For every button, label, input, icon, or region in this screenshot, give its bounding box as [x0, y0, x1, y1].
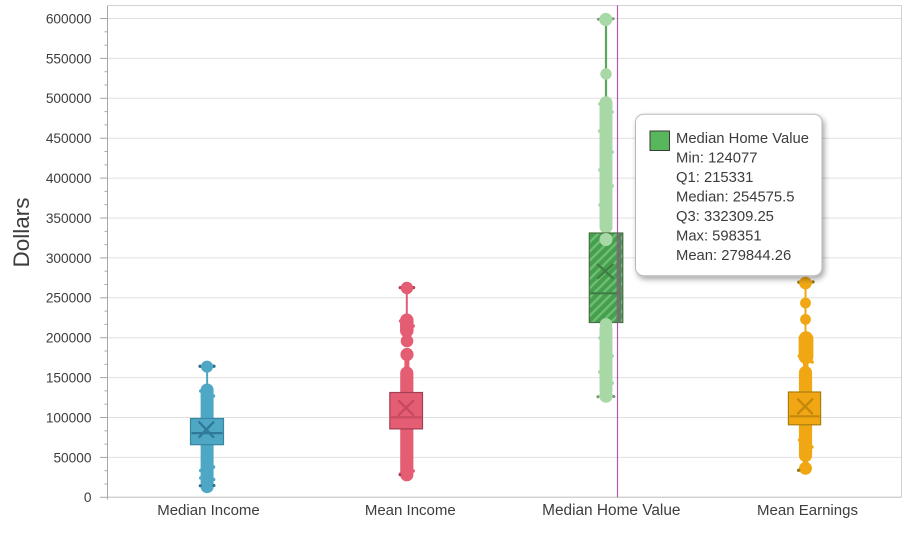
svg-text:550000: 550000 [46, 51, 92, 66]
svg-text:250000: 250000 [46, 291, 92, 306]
svg-text:350000: 350000 [46, 211, 92, 226]
svg-text:Q3: 332309.25: Q3: 332309.25 [676, 209, 774, 225]
svg-text:150000: 150000 [46, 371, 92, 386]
svg-text:0: 0 [84, 490, 92, 505]
svg-text:600000: 600000 [46, 11, 92, 26]
svg-text:Max: 598351: Max: 598351 [676, 228, 762, 244]
svg-text:Median: 254575.5: Median: 254575.5 [676, 189, 794, 205]
svg-text:Min: 124077: Min: 124077 [676, 150, 757, 166]
svg-text:Mean Income: Mean Income [365, 502, 456, 519]
svg-text:50000: 50000 [53, 450, 91, 465]
svg-text:Median Income: Median Income [157, 502, 260, 519]
svg-text:400000: 400000 [46, 171, 92, 186]
svg-text:Mean: 279844.26: Mean: 279844.26 [676, 248, 791, 264]
svg-text:200000: 200000 [46, 331, 92, 346]
svg-text:Q1: 215331: Q1: 215331 [676, 170, 753, 186]
svg-text:100000: 100000 [46, 410, 92, 425]
svg-text:450000: 450000 [46, 131, 92, 146]
svg-text:300000: 300000 [46, 251, 92, 266]
svg-text:Mean Earnings: Mean Earnings [757, 502, 858, 519]
svg-text:Median Home Value: Median Home Value [542, 502, 680, 519]
svg-text:Dollars: Dollars [9, 197, 34, 267]
svg-text:500000: 500000 [46, 91, 92, 106]
svg-text:Median Home Value: Median Home Value [676, 131, 809, 147]
